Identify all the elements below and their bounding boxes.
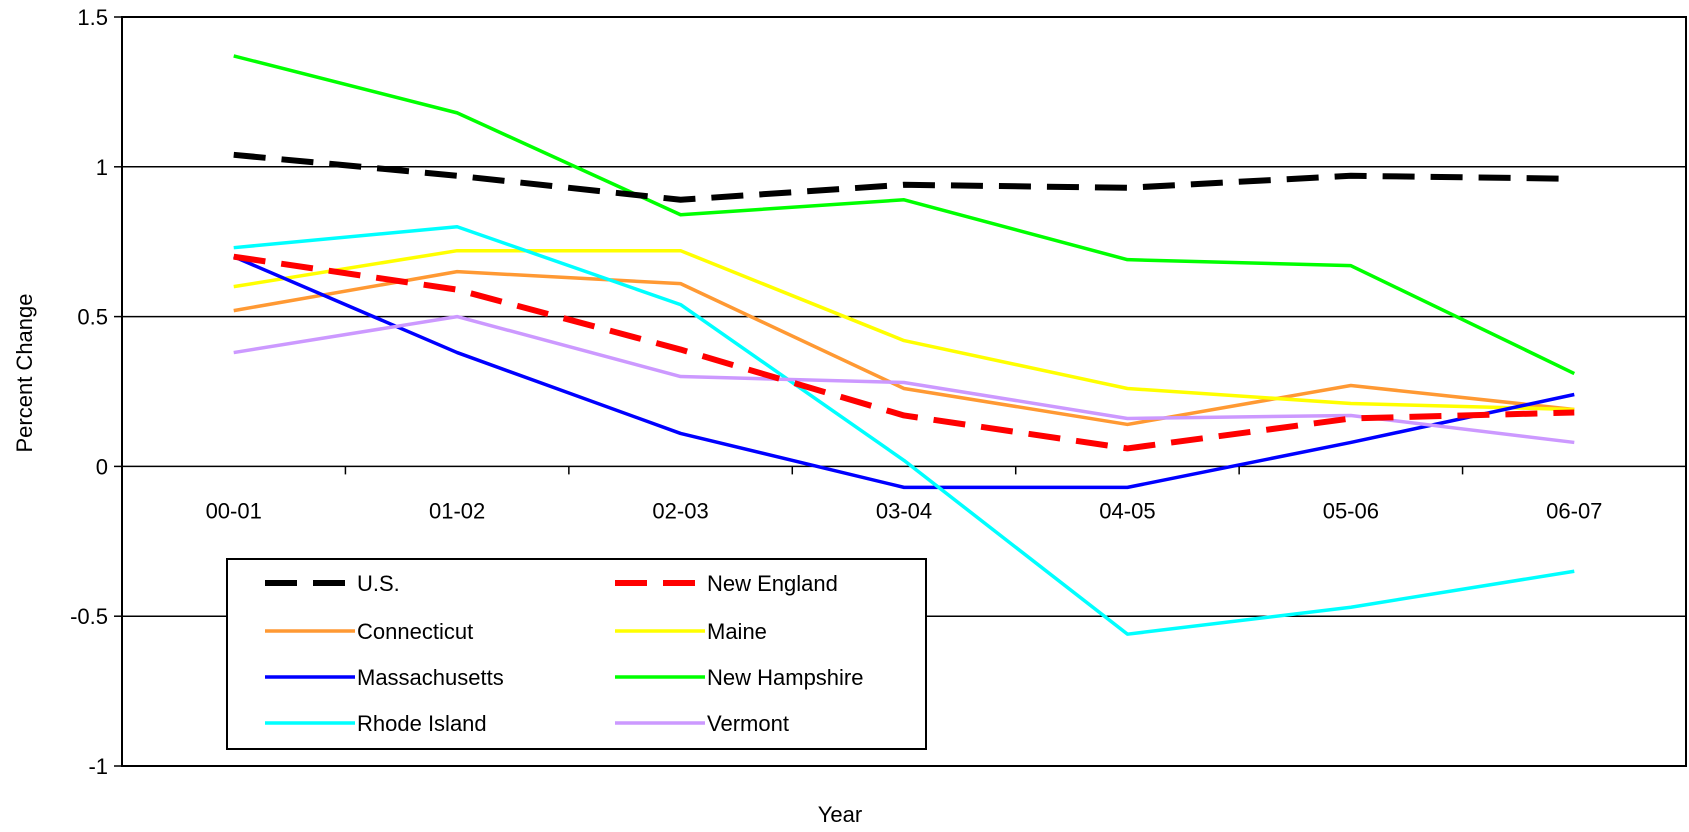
series-line-massachusetts bbox=[233, 255, 1575, 490]
legend-label: Maine bbox=[707, 619, 767, 644]
x-tick-label: 02-03 bbox=[652, 498, 708, 523]
legend: U.S. New England Connecticut Maine Massachus… bbox=[226, 558, 927, 750]
series-line-new-england bbox=[233, 253, 1575, 452]
legend-box bbox=[226, 558, 927, 750]
legend-label: New England bbox=[707, 571, 838, 596]
legend-label: Massachusetts bbox=[357, 665, 504, 690]
x-tick-label: 06-07 bbox=[1546, 498, 1602, 523]
series-line-vermont bbox=[233, 314, 1575, 445]
x-tick-label: 03-04 bbox=[876, 498, 932, 523]
series-lines bbox=[233, 54, 1576, 636]
y-tick-label: -1 bbox=[88, 754, 108, 779]
legend-label: Vermont bbox=[707, 711, 789, 736]
x-tick-label: 01-02 bbox=[429, 498, 485, 523]
legend-label: U.S. bbox=[357, 571, 400, 596]
series-line-rhode-island bbox=[233, 224, 1575, 636]
y-tick-label: 1.5 bbox=[77, 5, 108, 30]
series-line-maine bbox=[233, 248, 1575, 412]
x-tick-label: 05-06 bbox=[1323, 498, 1379, 523]
y-axis-title: Percent Change bbox=[12, 294, 37, 453]
y-tick-label: 0 bbox=[96, 454, 108, 479]
plot-area-border bbox=[121, 16, 1687, 767]
x-tick-label: 04-05 bbox=[1099, 498, 1155, 523]
legend-label: Rhode Island bbox=[357, 711, 487, 736]
series-line-u-s bbox=[233, 151, 1575, 203]
y-tick-label: 1 bbox=[96, 155, 108, 180]
x-tick-label: 00-01 bbox=[206, 498, 262, 523]
series-line-connecticut bbox=[233, 269, 1575, 427]
y-tick-label: 0.5 bbox=[77, 305, 108, 330]
legend-label: Connecticut bbox=[357, 619, 473, 644]
series-line-new-hampshire bbox=[233, 54, 1576, 376]
legend-label: New Hampshire bbox=[707, 665, 864, 690]
x-axis-title: Year bbox=[818, 802, 862, 827]
y-tick-label: -0.5 bbox=[70, 604, 108, 629]
axes: -1 -0.5 0 0.5 1 1.5 00-01 01-02 02-03 03-04 04-05 0… bbox=[70, 5, 1687, 779]
